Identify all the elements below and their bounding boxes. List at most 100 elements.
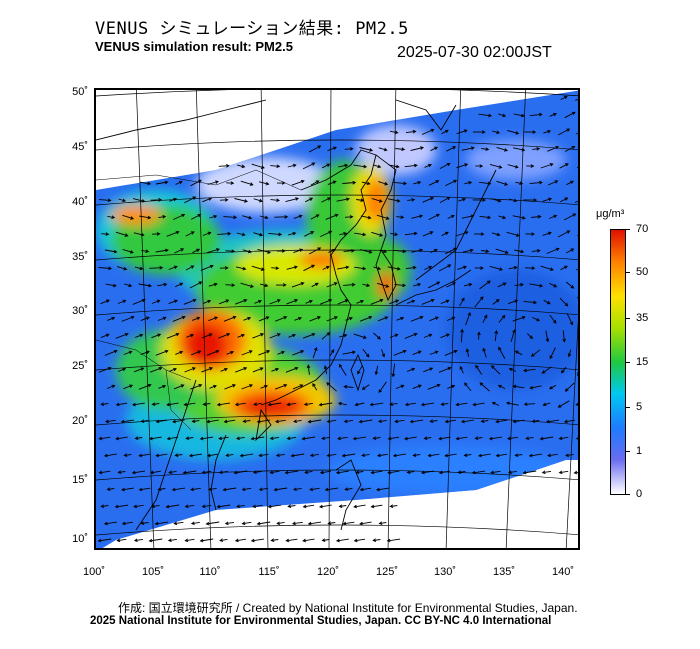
wind-arrow [522, 470, 537, 475]
colorbar-tick-35: 35 [636, 312, 649, 324]
wind-arrow [275, 315, 288, 322]
wind-arrow [393, 349, 407, 356]
wind-arrow [166, 436, 179, 441]
wind-arrow [233, 470, 248, 475]
wind-arrow [288, 333, 296, 338]
wind-arrow [430, 146, 439, 152]
wind-arrow [307, 419, 322, 424]
wind-arrow [138, 487, 151, 492]
wind-arrow [565, 281, 575, 289]
wind-arrow [184, 504, 195, 509]
wind-arrow [104, 349, 118, 356]
wind-arrow [169, 367, 177, 372]
wind-arrow [185, 231, 195, 237]
wind-arrow [123, 350, 133, 355]
wind-arrow [576, 132, 578, 135]
wind-arrow [361, 453, 370, 458]
wind-arrow [322, 265, 330, 270]
wind-arrow [174, 453, 183, 458]
wind-arrow [413, 180, 422, 185]
wind-arrow [564, 382, 575, 392]
wind-arrow [98, 366, 112, 373]
lat-label-40: 40˚ [72, 196, 88, 208]
wind-arrow [575, 268, 578, 271]
wind-arrow [472, 402, 485, 407]
wind-arrow [259, 215, 269, 220]
wind-arrow [475, 164, 484, 168]
wind-arrow [428, 213, 440, 221]
wind-arrow [292, 384, 304, 390]
wind-arrow [240, 180, 254, 186]
wind-arrow [464, 180, 473, 185]
wind-arrow [541, 470, 552, 475]
wind-arrow [530, 349, 541, 357]
wind-arrow [257, 248, 272, 254]
wind-arrow [117, 266, 128, 271]
wind-arrow [463, 282, 473, 287]
wind-arrow [512, 315, 526, 322]
wind-arrow [529, 385, 542, 390]
lat-label-10: 10˚ [72, 533, 88, 545]
wind-arrow [514, 249, 525, 254]
wind-arrow [258, 487, 269, 492]
wind-arrow [326, 419, 337, 424]
wind-arrow [354, 402, 365, 407]
wind-arrow [222, 487, 237, 492]
wind-arrow [303, 264, 316, 272]
wind-arrow [406, 470, 415, 475]
wind-arrow [343, 248, 355, 253]
wind-arrow [250, 538, 264, 543]
wind-arrow [394, 283, 407, 288]
colorbar-tick-70: 70 [636, 223, 649, 235]
wind-arrow [388, 164, 400, 169]
wind-arrow [559, 197, 569, 203]
wind-arrow [326, 316, 338, 322]
wind-arrow [165, 504, 180, 509]
wind-arrow [174, 248, 185, 254]
wind-arrow [427, 453, 440, 458]
lon-label-110: 110˚ [199, 566, 221, 578]
wind-arrow [475, 364, 483, 375]
lat-label-45: 45˚ [72, 141, 88, 153]
wind-arrow [494, 329, 499, 342]
wind-arrow [524, 130, 537, 134]
wind-arrow [561, 366, 567, 374]
wind-arrow [292, 350, 305, 356]
wind-arrow [258, 453, 269, 458]
wind-arrow [155, 453, 168, 458]
wind-arrow [465, 312, 471, 326]
wind-arrow [342, 521, 355, 526]
wind-arrow [472, 130, 486, 134]
wind-arrow [460, 419, 474, 424]
wind-arrow [565, 248, 575, 254]
concentration-field [96, 90, 578, 548]
wind-arrow [151, 299, 161, 304]
wind-arrow [275, 453, 285, 458]
wind-arrow [239, 453, 254, 458]
wind-arrow [237, 164, 246, 169]
wind-arrow [542, 197, 552, 202]
lon-label-135: 135˚ [492, 566, 516, 578]
wind-arrow [438, 436, 451, 441]
wind-arrow [270, 198, 281, 203]
wind-arrow [427, 281, 441, 289]
wind-arrow [189, 281, 203, 289]
wind-arrow [235, 436, 245, 441]
wind-arrow [474, 266, 484, 270]
wind-arrow [251, 265, 265, 271]
wind-arrow [218, 470, 228, 475]
wind-arrow [455, 436, 468, 441]
wind-arrow [268, 232, 283, 237]
wind-arrow [139, 181, 152, 186]
wind-arrow [337, 401, 347, 406]
wind-arrow [379, 249, 388, 254]
wind-arrow [514, 282, 525, 287]
colorbar-tickmark [626, 451, 630, 452]
wind-arrow [378, 381, 387, 394]
wind-arrow [387, 470, 400, 475]
wind-arrow [427, 383, 441, 390]
wind-arrow [327, 521, 336, 526]
wind-arrow [225, 249, 236, 253]
wind-arrow [106, 384, 116, 389]
lat-label-20: 20˚ [72, 415, 88, 427]
